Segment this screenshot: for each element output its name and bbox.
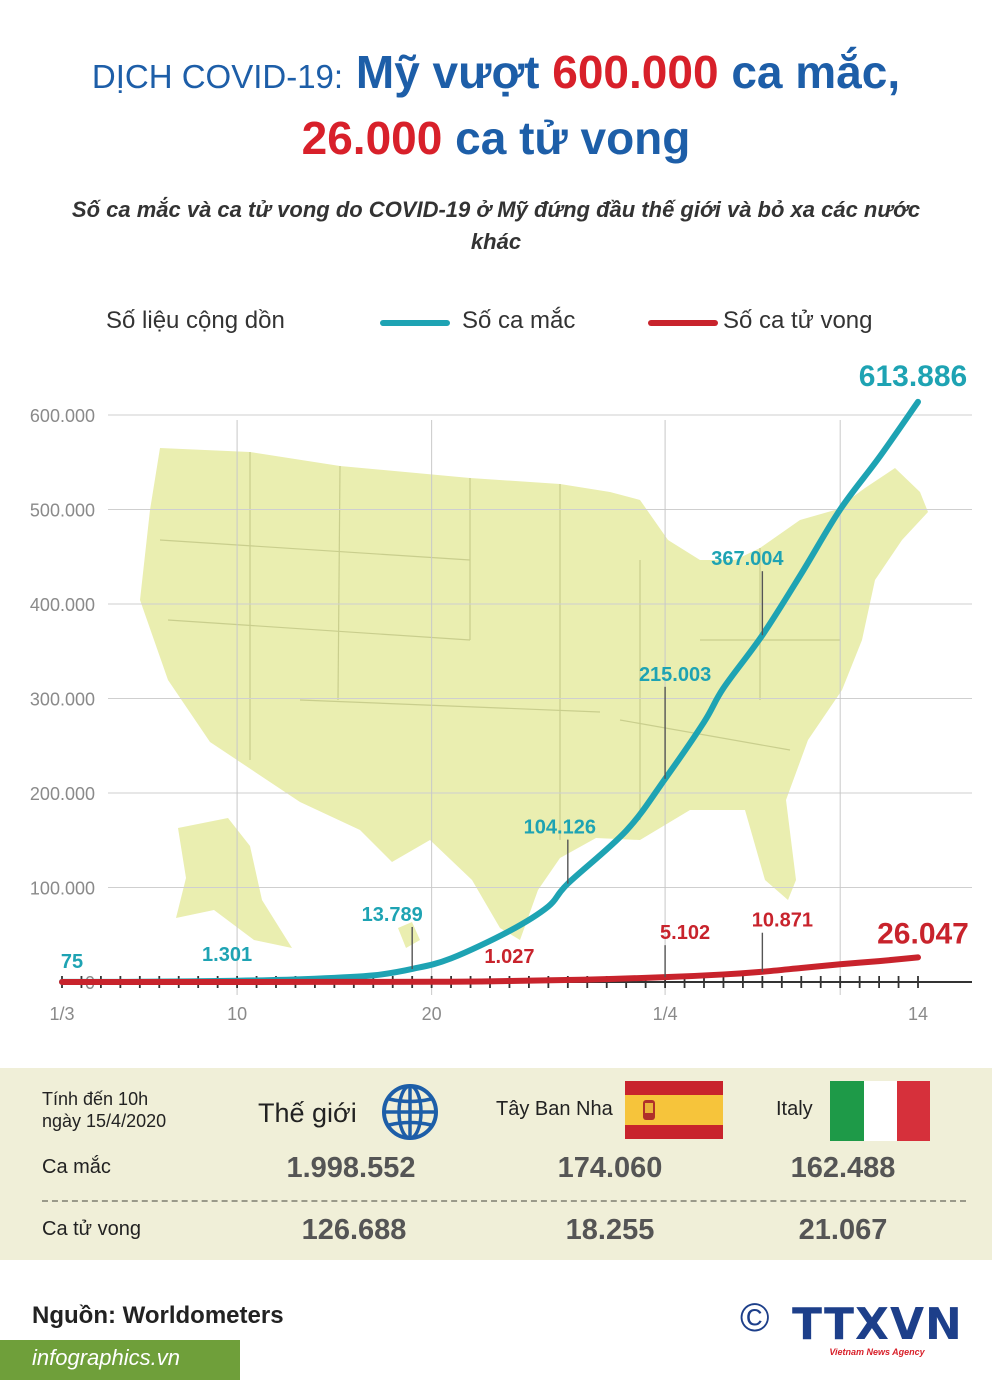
x-tick-label: 10 — [227, 1004, 247, 1024]
line-chart: 0100.000200.000300.000400.000500.000600.… — [30, 360, 972, 1024]
logo-subtitle: Vietnam News Agency — [829, 1347, 925, 1357]
legend-deaths-swatch — [648, 320, 718, 326]
data-label: 75 — [61, 951, 83, 973]
legend-cases-label: Số ca mắc — [462, 307, 576, 334]
title-mid: Mỹ vượt — [355, 46, 540, 98]
data-label: 5.102 — [660, 922, 710, 944]
row-label-deaths: Ca tử vong — [42, 1218, 141, 1240]
globe-icon — [382, 1084, 438, 1140]
usa-mainland-shape — [140, 448, 928, 940]
y-tick-label: 300.000 — [30, 690, 95, 710]
world-deaths-value: 126.688 — [301, 1214, 407, 1246]
alaska-shape — [176, 818, 292, 948]
world-cases-value: 1.998.552 — [286, 1152, 416, 1184]
data-label: 613.886 — [859, 360, 967, 393]
y-tick-label: 400.000 — [30, 595, 95, 615]
data-label: 215.003 — [639, 664, 711, 686]
ttxvn-logo: TTXVN Vietnam News Agency — [792, 1299, 963, 1358]
x-tick-label: 1/4 — [653, 1004, 678, 1024]
spain-deaths-value: 18.255 — [565, 1214, 655, 1246]
hawaii-shape — [398, 922, 420, 948]
italy-flag-icon — [830, 1081, 930, 1141]
series-line-deaths — [59, 954, 921, 985]
data-label: 104.126 — [524, 817, 596, 839]
source-note: Nguồn: Worldometers — [32, 1302, 284, 1329]
as-of-line2: ngày 15/4/2020 — [42, 1111, 167, 1131]
y-tick-label: 100.000 — [30, 879, 95, 899]
chart-series — [59, 398, 921, 985]
title-lead: DỊCH COVID-19: — [91, 58, 344, 95]
spain-cases-value: 174.060 — [557, 1152, 663, 1184]
title-cases-number: 600.000 — [552, 46, 719, 98]
spain-flag-icon — [625, 1081, 723, 1139]
footer-site-bar — [0, 1340, 240, 1380]
legend-label: Số liệu cộng dồn — [106, 307, 285, 334]
title-deaths-number: 26.000 — [301, 112, 443, 164]
x-tick-label: 20 — [422, 1004, 442, 1024]
usa-map-background — [140, 448, 928, 948]
italy-cases-value: 162.488 — [790, 1152, 896, 1184]
logo-text: TTXVN — [792, 1299, 963, 1350]
chart-annotations: 75 1.301 13.789 104.126 215.003 367.004 613.88… — [61, 360, 969, 978]
data-label: 367.004 — [711, 548, 784, 570]
stats-panel: Tính đến 10h ngày 15/4/2020 Thế giới Tây… — [0, 1068, 992, 1260]
data-label: 10.871 — [752, 910, 813, 932]
x-tick-label: 14 — [908, 1004, 928, 1024]
page-subtitle: Số ca mắc và ca tử vong do COVID-19 ở Mỹ… — [71, 197, 921, 254]
row-label-cases: Ca mắc — [42, 1156, 111, 1178]
y-tick-label: 500.000 — [30, 501, 95, 521]
legend-cases-swatch — [380, 320, 450, 326]
site-name: infographics.vn — [32, 1345, 180, 1370]
spain-column-header: Tây Ban Nha — [496, 1098, 613, 1120]
italy-deaths-value: 21.067 — [798, 1214, 888, 1246]
y-tick-label: 600.000 — [30, 406, 95, 426]
copyright-icon: © — [740, 1296, 770, 1340]
title2-end: ca tử vong — [455, 112, 691, 164]
series-line-cases — [59, 398, 921, 985]
y-tick-label: 200.000 — [30, 784, 95, 804]
world-column-header: Thế giới — [258, 1098, 357, 1128]
x-tick-label: 1/3 — [49, 1004, 74, 1024]
data-label: 13.789 — [362, 904, 423, 926]
row-divider — [42, 1200, 966, 1202]
data-label: 26.047 — [877, 917, 969, 950]
as-of-line1: Tính đến 10h — [42, 1089, 149, 1109]
page-title: DỊCH COVID-19: Mỹ vượt 600.000 ca mắc, — [0, 44, 992, 105]
data-label: 1.301 — [202, 944, 252, 966]
page-title-line2: 26.000 ca tử vong — [0, 110, 992, 166]
legend-deaths-label: Số ca tử vong — [723, 307, 873, 334]
as-of-text: Tính đến 10h ngày 15/4/2020 — [42, 1088, 166, 1132]
state-borders — [159, 452, 840, 840]
data-label: 1.027 — [484, 946, 534, 968]
italy-column-header: Italy — [776, 1098, 813, 1120]
title-end: ca mắc, — [731, 46, 901, 98]
